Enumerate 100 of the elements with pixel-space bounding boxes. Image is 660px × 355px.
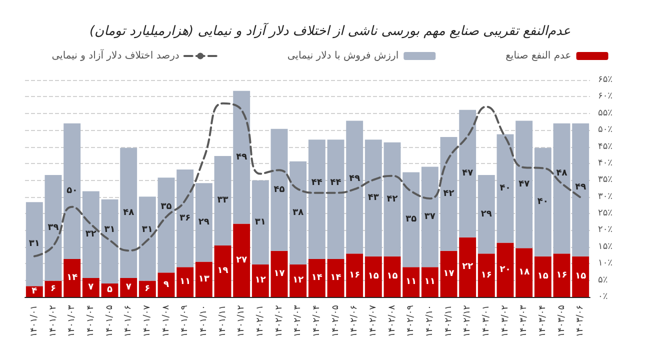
x-tick-label: ۱۴۰۲/۰۲ [274, 304, 284, 338]
bar [82, 191, 100, 278]
bar [138, 196, 156, 281]
data-label: ۵۰ [66, 186, 78, 196]
bar [270, 250, 288, 297]
bar [290, 264, 307, 297]
data-label: ۱۶ [349, 270, 360, 280]
x-tick-label: ۱۴۰۲/۱۲ [462, 304, 473, 338]
y2-tick-label: ۳۵٪ [598, 175, 613, 186]
bar [384, 256, 401, 297]
data-label: ۱۲ [254, 276, 266, 286]
data-label: ۲۹ [198, 217, 210, 228]
x-tick-label: ۱۴۰۱/۰۵ [104, 304, 115, 338]
bar [64, 259, 81, 297]
y2-tick-label: ۲۰٪ [598, 225, 613, 236]
y2-tick-label: ۱۵٪ [598, 242, 613, 252]
bar [364, 140, 382, 256]
bar [553, 254, 570, 297]
data-label: ۴۷ [462, 168, 474, 179]
bar [478, 174, 495, 254]
bar [176, 267, 194, 297]
data-label: ۳۵ [406, 214, 418, 225]
data-label: ۱۶ [480, 270, 492, 280]
y2-tick-label: ۰٪ [598, 292, 608, 302]
data-label: ۶ [50, 284, 56, 294]
legend-label: درصد اختلاف دلار آزاد و نیمایی [52, 48, 180, 62]
bar [120, 148, 138, 278]
data-label: ۴۴ [330, 178, 342, 188]
x-tick-label: ۱۴۰۱/۰۷ [142, 304, 152, 338]
data-label: ۱۱ [180, 277, 191, 288]
data-label: ۱۵ [575, 272, 587, 282]
x-tick-label: ۱۴۰۳/۰۲ [500, 304, 510, 338]
x-tick-label: ۱۴۰۱/۱۱ [218, 305, 228, 338]
bar [158, 272, 175, 297]
bar [233, 90, 250, 224]
bar [534, 148, 552, 256]
x-tick-label: ۱۴۰۲/۰۴ [312, 304, 322, 338]
y2-tick-label: ۵۵٪ [598, 108, 613, 118]
x-tick-label: ۱۴۰۳/۰۶ [576, 304, 586, 338]
bar [214, 245, 232, 297]
data-label: ۱۵ [537, 272, 549, 282]
data-label: ۴۹ [349, 174, 361, 184]
data-label: ۳۱ [254, 217, 266, 228]
bar [195, 183, 212, 262]
x-tick-label: ۱۴۰۲/۰۹ [406, 304, 416, 338]
data-label: ۴۹ [575, 182, 587, 193]
data-label: ۴ [32, 286, 38, 297]
x-tick-label: ۱۴۰۲/۱۱ [444, 305, 454, 338]
y2-tick-label: ۶۰٪ [598, 92, 613, 102]
data-label: ۱۶ [556, 270, 568, 280]
bar [82, 278, 100, 297]
bar [44, 174, 62, 281]
data-label: ۱۲ [292, 276, 304, 286]
chart-title: عدم‌النفع تقریبی صنایع مهم بورسی ناشی از اختلاف دلار آزاد و نیمایی (هزارمیلیارد تومان) [89, 22, 571, 39]
data-label: ۲۰ [500, 264, 511, 275]
data-label: ۴۸ [123, 208, 135, 218]
bar [516, 248, 533, 297]
data-label: ۱۴ [311, 273, 323, 284]
x-tick-label: ۱۴۰۳/۰۵ [556, 304, 567, 338]
y2-tick-label: ۶۵٪ [598, 75, 613, 85]
x-tick-label: ۱۴۰۳/۰۴ [538, 304, 548, 338]
x-tick-label: ۱۴۰۲/۰۵ [330, 304, 341, 338]
bar [421, 267, 438, 297]
data-label: ۱۱ [406, 277, 417, 288]
bar [44, 280, 62, 297]
x-tick-label: ۱۴۰۱/۰۸ [161, 304, 172, 338]
bar [402, 172, 420, 268]
data-label: ۳۲ [85, 230, 97, 240]
bar [195, 262, 212, 297]
data-label: ۱۷ [274, 268, 286, 279]
bar [270, 128, 288, 251]
bar [233, 224, 250, 297]
bar [308, 140, 326, 260]
data-label: ۴۸ [556, 168, 568, 178]
data-label: ۴۲ [443, 188, 455, 199]
bar [327, 259, 344, 297]
bar [364, 256, 382, 297]
bar [26, 202, 43, 286]
data-label: ۴۰ [537, 197, 548, 208]
bar [120, 278, 138, 297]
bar [496, 242, 514, 297]
data-label: ۲۲ [462, 262, 474, 272]
data-label: ۴۴ [311, 178, 323, 188]
bar [26, 286, 43, 297]
data-label: ۳۵ [160, 202, 172, 212]
bar [252, 180, 269, 264]
data-label: ۷ [88, 282, 94, 293]
data-label: ۱۵ [386, 272, 398, 282]
x-tick-label: ۱۴۰۲/۰۶ [350, 304, 360, 338]
data-label: ۳۹ [48, 222, 60, 233]
y2-tick-label: ۵٪ [598, 275, 608, 286]
data-label: ۵ [107, 285, 113, 296]
data-label: ۴۹ [236, 152, 248, 162]
x-tick-label: ۱۴۰۲/۱۰ [424, 305, 435, 338]
data-label: ۹ [164, 280, 170, 290]
data-label: ۳۳ [217, 196, 229, 206]
data-label: ۴۷ [518, 179, 530, 190]
data-label: ۱۸ [518, 268, 530, 278]
data-label: ۳۸ [292, 208, 304, 218]
y2-tick-label: ۵۰٪ [598, 125, 613, 136]
